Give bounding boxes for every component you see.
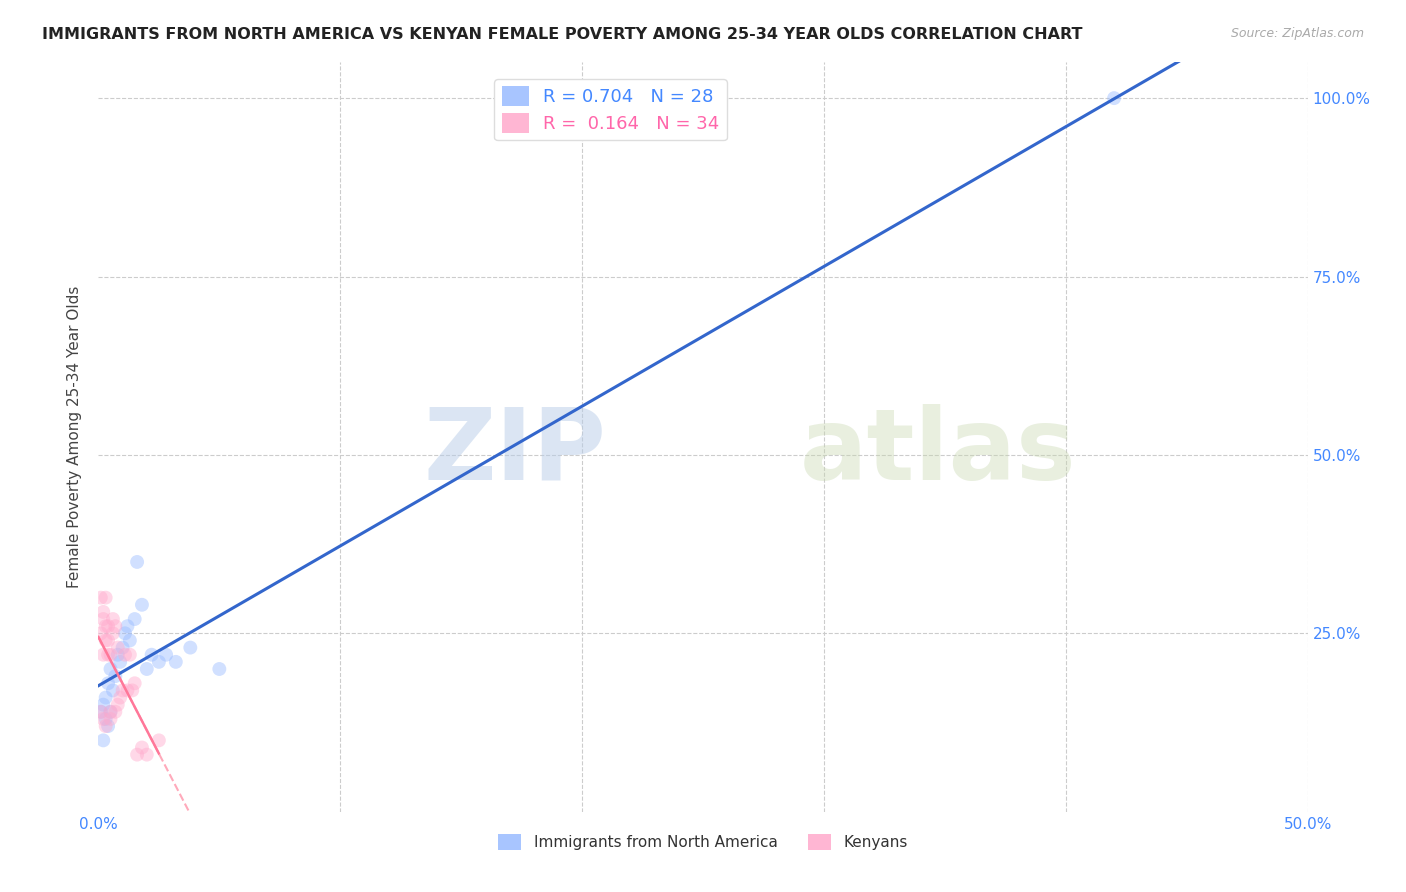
Point	[148, 733, 170, 747]
Point	[1102, 91, 1125, 105]
Point	[107, 698, 129, 712]
Point	[91, 733, 114, 747]
Point	[107, 640, 129, 655]
Point	[114, 626, 136, 640]
Point	[148, 655, 170, 669]
Point	[91, 605, 114, 619]
Point	[111, 683, 134, 698]
Point	[165, 655, 187, 669]
Point	[90, 705, 112, 719]
Point	[91, 698, 114, 712]
Point	[135, 747, 157, 762]
Y-axis label: Female Poverty Among 25-34 Year Olds: Female Poverty Among 25-34 Year Olds	[67, 286, 83, 588]
Point	[100, 712, 122, 726]
Point	[111, 640, 134, 655]
Point	[100, 648, 122, 662]
Point	[117, 683, 139, 698]
Point	[127, 555, 149, 569]
Point	[124, 612, 146, 626]
Point	[118, 648, 141, 662]
Text: Source: ZipAtlas.com: Source: ZipAtlas.com	[1230, 27, 1364, 40]
Point	[97, 676, 120, 690]
Point	[155, 648, 177, 662]
Point	[101, 683, 124, 698]
Point	[94, 719, 117, 733]
Point	[91, 648, 114, 662]
Point	[90, 591, 112, 605]
Point	[104, 705, 127, 719]
Point	[108, 655, 131, 669]
Point	[94, 712, 117, 726]
Point	[131, 740, 153, 755]
Point	[94, 591, 117, 605]
Point	[97, 619, 120, 633]
Point	[121, 683, 143, 698]
Text: IMMIGRANTS FROM NORTH AMERICA VS KENYAN FEMALE POVERTY AMONG 25-34 YEAR OLDS COR: IMMIGRANTS FROM NORTH AMERICA VS KENYAN …	[42, 27, 1083, 42]
Point	[97, 719, 120, 733]
Point	[104, 669, 127, 683]
Point	[90, 626, 112, 640]
Point	[91, 712, 114, 726]
Point	[179, 640, 201, 655]
Point	[107, 648, 129, 662]
Point	[90, 705, 112, 719]
Point	[101, 626, 124, 640]
Point	[114, 648, 136, 662]
Point	[108, 690, 131, 705]
Point	[101, 612, 124, 626]
Point	[91, 612, 114, 626]
Point	[127, 747, 149, 762]
Point	[124, 676, 146, 690]
Point	[97, 648, 120, 662]
Point	[141, 648, 163, 662]
Point	[94, 690, 117, 705]
Point	[94, 619, 117, 633]
Text: atlas: atlas	[800, 403, 1077, 500]
Point	[94, 633, 117, 648]
Text: ZIP: ZIP	[423, 403, 606, 500]
Point	[100, 705, 122, 719]
Point	[100, 662, 122, 676]
Point	[117, 619, 139, 633]
Point	[97, 633, 120, 648]
Point	[131, 598, 153, 612]
Legend: Immigrants from North America, Kenyans: Immigrants from North America, Kenyans	[492, 829, 914, 856]
Point	[208, 662, 231, 676]
Point	[100, 705, 122, 719]
Point	[104, 619, 127, 633]
Point	[118, 633, 141, 648]
Point	[135, 662, 157, 676]
